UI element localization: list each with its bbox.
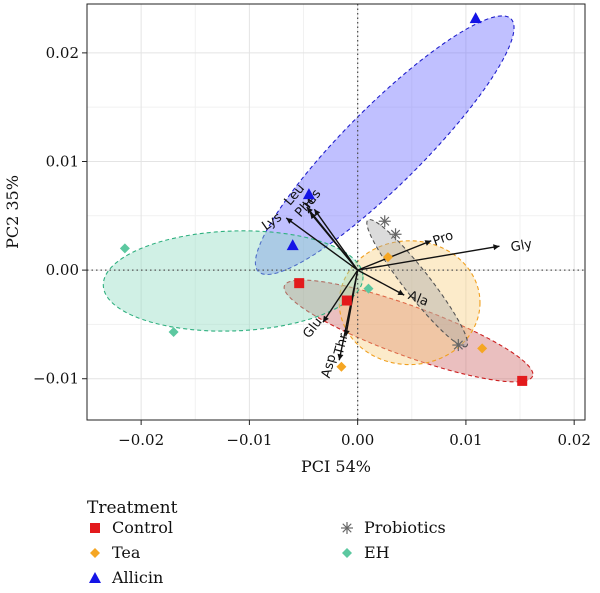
ellipse-eh bbox=[102, 230, 364, 332]
point-tea bbox=[336, 361, 347, 372]
loading-arrowhead-his bbox=[314, 209, 321, 216]
point-control bbox=[517, 375, 528, 386]
legend-label-eh: EH bbox=[364, 543, 390, 562]
loading-arrow-asp bbox=[338, 269, 359, 361]
ellipse-tea bbox=[338, 240, 481, 366]
loading-arrow-lys bbox=[285, 217, 359, 271]
loading-arrow-pro bbox=[357, 240, 432, 271]
y-tick-label: −0.01 bbox=[33, 370, 79, 388]
point-eh bbox=[168, 327, 179, 338]
x-axis-title: PCI 54% bbox=[301, 457, 371, 476]
point-control bbox=[341, 295, 352, 306]
point-eh bbox=[119, 243, 130, 254]
loading-arrowhead-pro bbox=[424, 240, 432, 246]
x-tick-label: 0.00 bbox=[341, 431, 374, 449]
legend-label-control: Control bbox=[112, 518, 173, 537]
reference-lines bbox=[87, 4, 585, 420]
legend-marker-tea bbox=[90, 548, 100, 558]
legend-title: Treatment bbox=[87, 498, 178, 518]
point-control bbox=[294, 278, 305, 289]
y-axis-title: PC2 35% bbox=[3, 175, 22, 249]
point-probiotics bbox=[452, 339, 465, 352]
loading-arrowhead-leu bbox=[306, 207, 313, 214]
legend-label-probiotics: Probiotics bbox=[364, 518, 446, 537]
loading-label-asp: Asp bbox=[319, 353, 340, 380]
loading-label-ala: Ala bbox=[406, 288, 431, 310]
loading-arrow-leu bbox=[306, 206, 359, 271]
legend: Treatment Control Tea Allicin Probiotics EH bbox=[87, 498, 446, 587]
axis-ticks: −0.02 −0.01 0.00 0.01 0.02 −0.01 0.00 0.01 0.02 bbox=[33, 44, 591, 449]
x-tick-label: 0.01 bbox=[449, 431, 482, 449]
loading-arrowhead-ala bbox=[397, 289, 405, 296]
point-probiotics bbox=[378, 215, 391, 228]
loading-arrow-ala bbox=[357, 269, 405, 296]
point-allicin bbox=[286, 239, 299, 251]
loading-arrow-gly bbox=[357, 245, 500, 271]
loading-label-thr: Thr bbox=[331, 331, 351, 357]
loading-label-gly: Gly bbox=[510, 237, 534, 256]
legend-label-allicin: Allicin bbox=[111, 568, 163, 587]
loading-arrowhead-lys bbox=[286, 217, 293, 224]
legend-label-tea: Tea bbox=[112, 543, 141, 562]
point-probiotics bbox=[389, 228, 402, 241]
legend-marker-eh bbox=[342, 548, 352, 558]
legend-marker-control bbox=[90, 523, 100, 533]
loading-arrow-his bbox=[313, 208, 359, 271]
point-tea bbox=[477, 343, 488, 354]
point-eh bbox=[363, 283, 374, 294]
data-points bbox=[119, 12, 528, 386]
point-allicin bbox=[302, 188, 315, 200]
loading-arrow-glu bbox=[322, 269, 359, 323]
y-tick-label: 0.00 bbox=[46, 261, 79, 279]
point-tea bbox=[382, 252, 393, 263]
legend-marker-probiotics bbox=[341, 522, 353, 534]
plot-frame bbox=[86, 3, 586, 421]
loading-arrowhead-asp bbox=[337, 353, 344, 361]
x-tick-label: −0.02 bbox=[118, 431, 164, 449]
ellipse-probiotics bbox=[366, 218, 469, 348]
ellipse-allicin bbox=[254, 15, 515, 276]
y-tick-label: 0.01 bbox=[46, 152, 79, 170]
loading-arrowhead-gly bbox=[493, 244, 500, 251]
x-tick-label: 0.02 bbox=[557, 431, 590, 449]
x-tick-label: −0.01 bbox=[226, 431, 272, 449]
y-tick-label: 0.02 bbox=[46, 44, 79, 62]
loading-arrowhead-glu bbox=[323, 315, 329, 323]
loading-label-pro: Pro bbox=[431, 228, 456, 249]
legend-marker-allicin bbox=[89, 572, 101, 583]
point-allicin bbox=[469, 12, 482, 24]
